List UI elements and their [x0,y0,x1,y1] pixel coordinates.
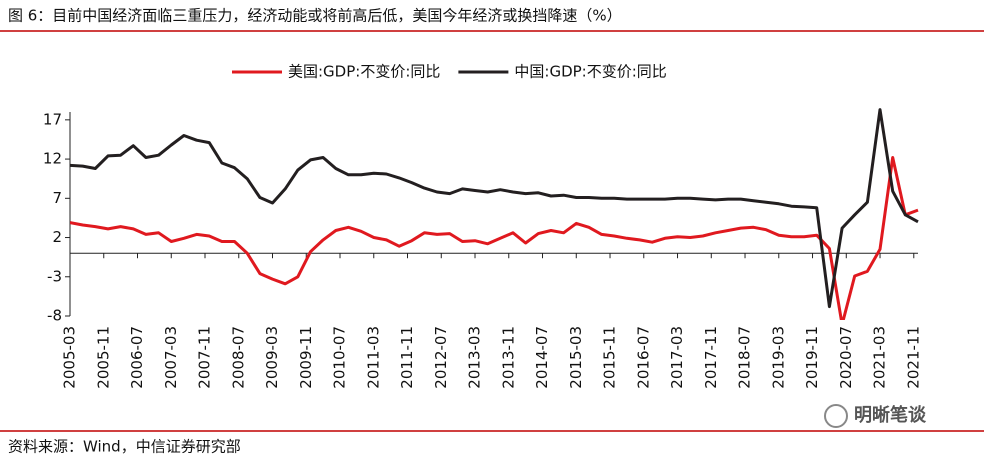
y-tick-label: -3 [47,267,62,285]
x-tick-label: 2019-03 [769,326,787,389]
legend-label: 美国:GDP:不变价:同比 [288,63,440,81]
x-tick-label: 2017-03 [668,326,686,389]
legend-label: 中国:GDP:不变价:同比 [514,63,666,81]
x-tick-label: 2013-11 [499,326,517,389]
y-tick-label: 17 [43,110,62,128]
x-tick-label: 2005-11 [94,326,112,389]
x-tick-label: 2019-11 [803,326,821,389]
x-tick-label: 2006-07 [128,326,146,389]
x-tick-label: 2009-03 [263,326,281,389]
x-tick-label: 2017-11 [702,326,720,389]
x-tick-label: 2015-11 [601,326,619,389]
x-tick-label: 2013-03 [466,326,484,389]
x-tick-label: 2011-11 [398,326,416,389]
watermark: 明晰笔谈 [824,404,927,428]
y-tick-label: 2 [52,228,62,246]
x-tick-label: 2021-03 [871,326,889,389]
watermark-icon [824,404,848,428]
x-tick-label: 2021-11 [904,326,922,389]
y-tick-label: 12 [43,150,62,168]
x-tick-label: 2011-03 [364,326,382,389]
series-line [70,108,919,309]
chart-title: 图 6：目前中国经济面临三重压力，经济动能或将前高后低，美国今年经济或换挡降速（… [8,7,622,25]
plot [70,108,919,320]
x-tick-label: 2008-07 [229,326,247,389]
x-tick-label: 2005-03 [61,326,79,389]
y-tick-label: -8 [47,307,62,325]
x-tick-label: 2007-11 [196,326,214,389]
x-tick-label: 2012-07 [432,326,450,389]
watermark-text: 明晰笔谈 [854,404,927,426]
x-tick-label: 2014-07 [533,326,551,389]
y-tick-label: 7 [52,189,62,207]
x-tick-label: 2007-03 [162,326,180,389]
x-tick-label: 2010-07 [331,326,349,389]
x-tick-label: 2020-07 [837,326,855,389]
series-line [70,156,919,320]
source: 资料来源：Wind，中信证券研究部 [8,438,241,456]
x-tick-label: 2015-03 [567,326,585,389]
x-tick-label: 2016-07 [634,326,652,389]
x-tick-label: 2018-07 [736,326,754,389]
x-tick-label: 2009-11 [297,326,315,389]
